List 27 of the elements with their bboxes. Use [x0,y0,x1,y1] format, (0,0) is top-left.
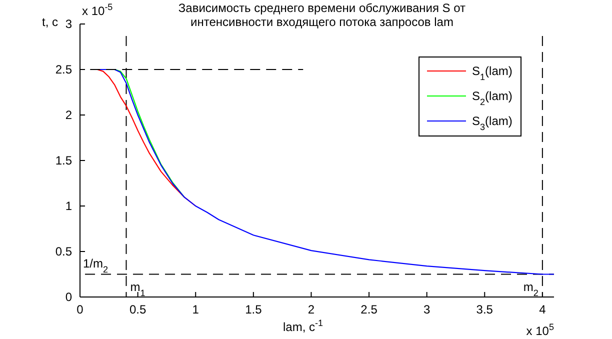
legend-label: S$_{2}$(lam) [472,89,512,107]
x-axis-title: lam, c$^{-1}$ [282,318,324,334]
x-tick-label: 3.5 [476,302,494,317]
ref-line-label: m$_{2}$ [523,280,538,298]
chart-title: Зависимость среднего времени обслуживания S от интенсивности входящего потока запросов lam [178,1,466,29]
legend-label: S$_{1}$(lam) [472,64,512,82]
y-tick-label: 0 [65,290,72,304]
y-tick-label: 3 [65,16,72,31]
x-tick-label: 1 [192,302,200,317]
x-tick-label: 0.5 [129,302,146,317]
ref-line-label: m$_{1}$ [130,280,146,298]
x-tick-label: 3 [423,302,430,317]
legend-label: S$_{3}$(lam) [472,114,512,132]
x-tick-label: 4 [539,302,546,317]
x-tick-label: 2.5 [360,302,378,317]
y-tick-label: 0.5 [55,244,72,258]
y-axis-title: t, c [42,15,58,29]
x-tick-label: 2 [308,302,315,317]
ref-line-label: 1/m$_{2}$ [83,256,108,274]
y-tick-label: 2.5 [55,62,72,76]
y-tick-label: 2 [65,108,72,122]
text: x 10$^{-5}$ [82,2,113,18]
text: x 10$^{5}$ [526,322,554,338]
x-tick-label: 0 [76,302,84,317]
y-tick-label: 1 [65,198,72,213]
y-tick-label: 1.5 [55,153,72,168]
x-tick-label: 1.5 [245,302,262,317]
